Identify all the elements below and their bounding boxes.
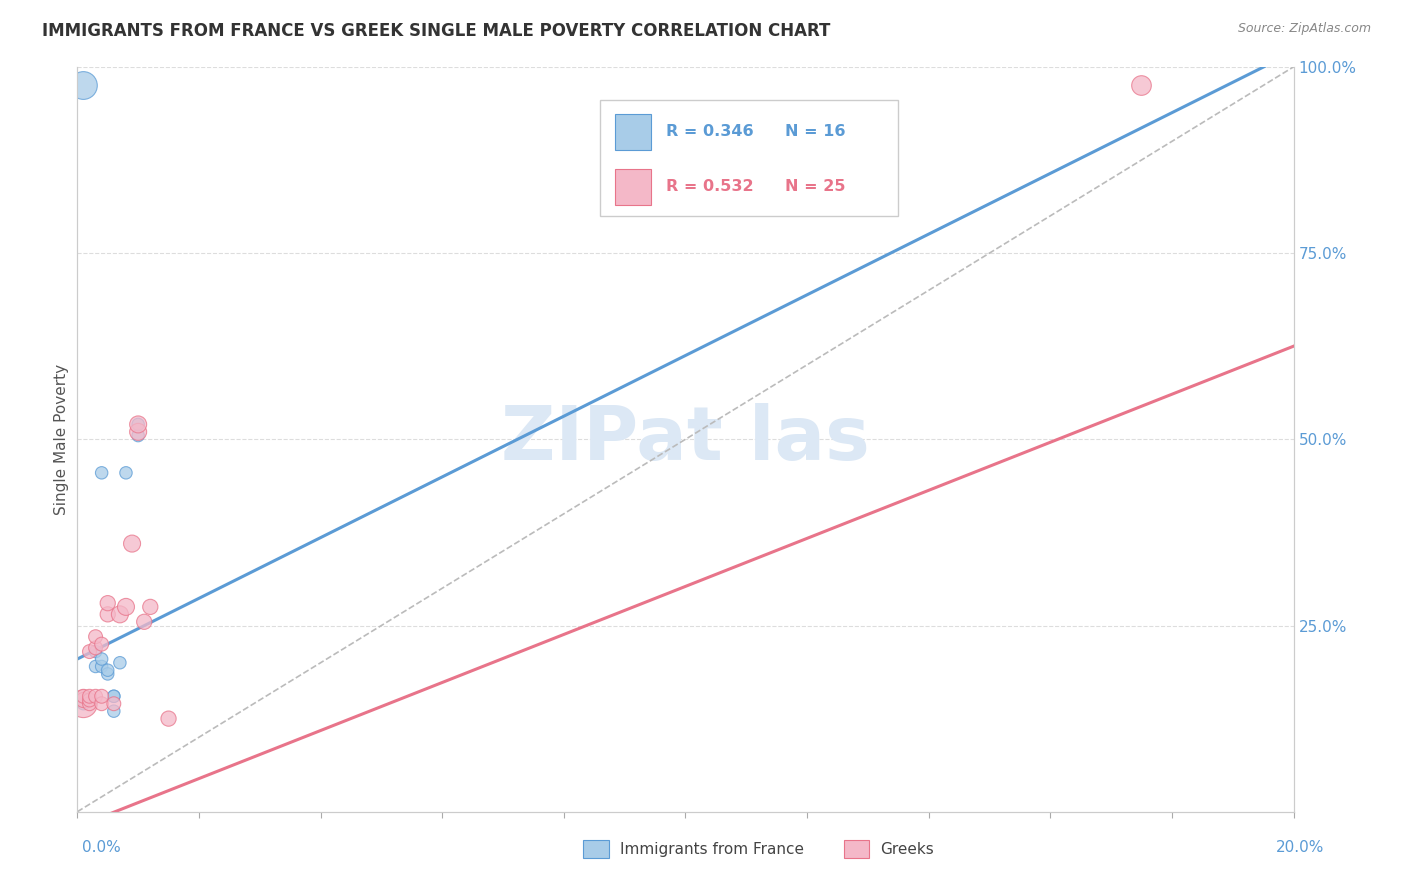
- Text: 20.0%: 20.0%: [1277, 840, 1324, 855]
- Text: IMMIGRANTS FROM FRANCE VS GREEK SINGLE MALE POVERTY CORRELATION CHART: IMMIGRANTS FROM FRANCE VS GREEK SINGLE M…: [42, 22, 831, 40]
- Text: Greeks: Greeks: [880, 842, 934, 856]
- Y-axis label: Single Male Poverty: Single Male Poverty: [53, 364, 69, 515]
- Point: [115, 466, 138, 480]
- Point: [139, 599, 162, 614]
- Point: [90, 697, 112, 711]
- Point: [84, 640, 107, 655]
- Point: [103, 690, 125, 704]
- Text: N = 16: N = 16: [785, 124, 845, 139]
- Point: [108, 656, 131, 670]
- Point: [115, 599, 138, 614]
- Point: [79, 697, 101, 711]
- Point: [90, 690, 112, 704]
- Point: [72, 697, 94, 711]
- Point: [97, 667, 120, 681]
- FancyBboxPatch shape: [614, 114, 651, 150]
- Point: [103, 704, 125, 718]
- Point: [127, 428, 149, 442]
- Point: [127, 417, 149, 432]
- Text: 0.0%: 0.0%: [82, 840, 121, 855]
- Text: Immigrants from France: Immigrants from France: [620, 842, 804, 856]
- Point: [97, 663, 120, 677]
- Point: [157, 712, 180, 726]
- Point: [72, 78, 94, 93]
- Text: N = 25: N = 25: [785, 179, 845, 194]
- Point: [84, 690, 107, 704]
- Point: [97, 596, 120, 610]
- Point: [90, 637, 112, 651]
- Text: R = 0.346: R = 0.346: [666, 124, 754, 139]
- Point: [134, 615, 156, 629]
- Point: [79, 693, 101, 707]
- Point: [127, 417, 149, 432]
- Point: [90, 659, 112, 673]
- Point: [84, 659, 107, 673]
- Point: [72, 697, 94, 711]
- Point: [84, 630, 107, 644]
- FancyBboxPatch shape: [600, 101, 898, 216]
- Point: [79, 690, 101, 704]
- Point: [103, 697, 125, 711]
- Point: [1130, 78, 1153, 93]
- Text: Source: ZipAtlas.com: Source: ZipAtlas.com: [1237, 22, 1371, 36]
- Point: [103, 690, 125, 704]
- Point: [97, 607, 120, 622]
- Point: [127, 425, 149, 439]
- Text: R = 0.532: R = 0.532: [666, 179, 754, 194]
- Point: [72, 693, 94, 707]
- Point: [90, 652, 112, 666]
- Point: [121, 536, 143, 550]
- FancyBboxPatch shape: [614, 169, 651, 204]
- Point: [108, 607, 131, 622]
- Point: [79, 644, 101, 658]
- Point: [90, 466, 112, 480]
- Point: [84, 644, 107, 658]
- Text: ZIPat las: ZIPat las: [501, 403, 870, 475]
- Point: [72, 690, 94, 704]
